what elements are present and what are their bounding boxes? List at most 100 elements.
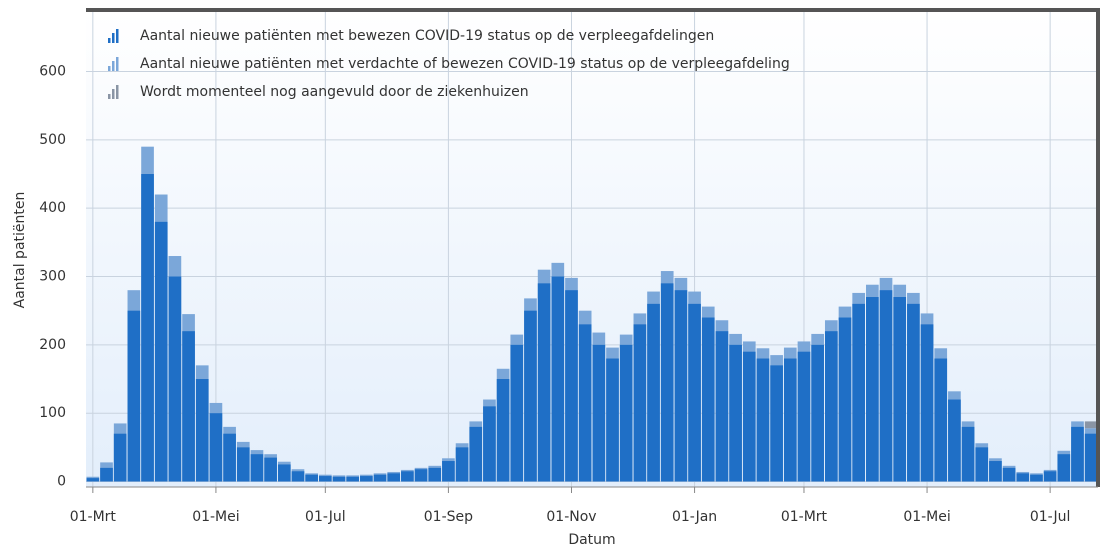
bar [989,461,1002,482]
bar [442,461,455,482]
legend-label: Wordt momenteel nog aangevuld door de zi… [140,84,529,100]
bar [346,476,360,482]
bar [168,276,182,482]
bar [496,379,510,482]
bar [483,406,496,482]
bar [264,457,277,482]
bar [606,358,619,482]
x-tick-label: 01-Mei [192,509,239,525]
bar [852,303,866,482]
bar [250,454,264,482]
bar [141,174,154,482]
legend-label: Aantal nieuwe patiënten met bewezen COVI… [140,28,714,44]
bar [838,317,852,482]
bar [934,358,948,482]
bar [797,351,811,482]
bar [879,290,893,482]
bar [318,476,332,482]
bar [783,358,797,482]
x-tick-label: 01-Mrt [781,509,828,525]
bar [86,478,100,482]
bar [961,426,975,482]
bar [524,310,537,482]
bar [811,344,824,482]
bar [578,324,592,482]
bar [154,221,168,482]
bar [305,474,318,482]
bar [401,471,414,482]
y-axis-label: Aantal patiënten [12,192,28,309]
bar [223,433,236,482]
bar [182,331,195,482]
bar [1084,433,1098,482]
bar [674,290,688,482]
bar [428,467,442,482]
y-tick-label: 500 [39,132,66,148]
legend-icon [116,57,119,71]
x-tick-label: 01-Sep [424,509,473,525]
bar [688,303,701,482]
y-tick-label: 400 [39,200,66,216]
legend: Aantal nieuwe patiënten met bewezen COVI… [108,28,790,100]
bar [387,473,401,482]
bar [893,297,907,482]
bar [715,331,729,482]
bar [907,303,920,482]
bar [414,469,428,482]
bar [660,283,674,482]
x-tick-label: 01-Jan [672,509,717,525]
bar [113,433,127,482]
bar [1043,471,1057,482]
legend-icon [108,38,111,43]
legend-icon [108,66,111,71]
bar [756,358,770,482]
bar [701,317,715,482]
x-tick-label: 01-Nov [546,509,596,525]
x-tick-label: 01-Jul [1030,509,1071,525]
bar [742,351,756,482]
bars [86,146,1098,482]
bar [360,476,373,482]
x-tick-label: 01-Jul [305,509,346,525]
legend-icon [112,61,115,71]
bar [1071,426,1084,482]
bar [975,447,989,482]
bar [1002,467,1016,482]
x-tick-label: 01-Mei [903,509,950,525]
y-tick-label: 200 [39,337,66,353]
bar [647,303,660,482]
bar [291,471,305,482]
bar [770,365,783,482]
bar [551,276,565,482]
bar [195,379,209,482]
bar [1030,474,1043,482]
bar [332,476,346,482]
bar [948,399,961,482]
bar [565,290,578,482]
y-tick-label: 600 [39,64,66,80]
bar [619,344,633,482]
bar [633,324,647,482]
bar [469,426,483,482]
bar [920,324,934,482]
grid [86,10,1098,487]
bar [209,413,223,482]
bar [510,344,524,482]
bar [455,447,469,482]
plot-border [86,8,1100,487]
y-tick-label: 0 [57,474,66,490]
bar [277,464,291,482]
x-axis-label: Datum [568,532,615,548]
bar [1084,421,1098,429]
legend-icon [108,94,111,99]
y-tick-label: 300 [39,269,66,285]
bar [100,467,113,482]
bar [1057,454,1071,482]
bar [592,344,606,482]
bar [824,331,838,482]
legend-icon [116,29,119,43]
legend-icon [112,89,115,99]
bar [866,297,879,482]
